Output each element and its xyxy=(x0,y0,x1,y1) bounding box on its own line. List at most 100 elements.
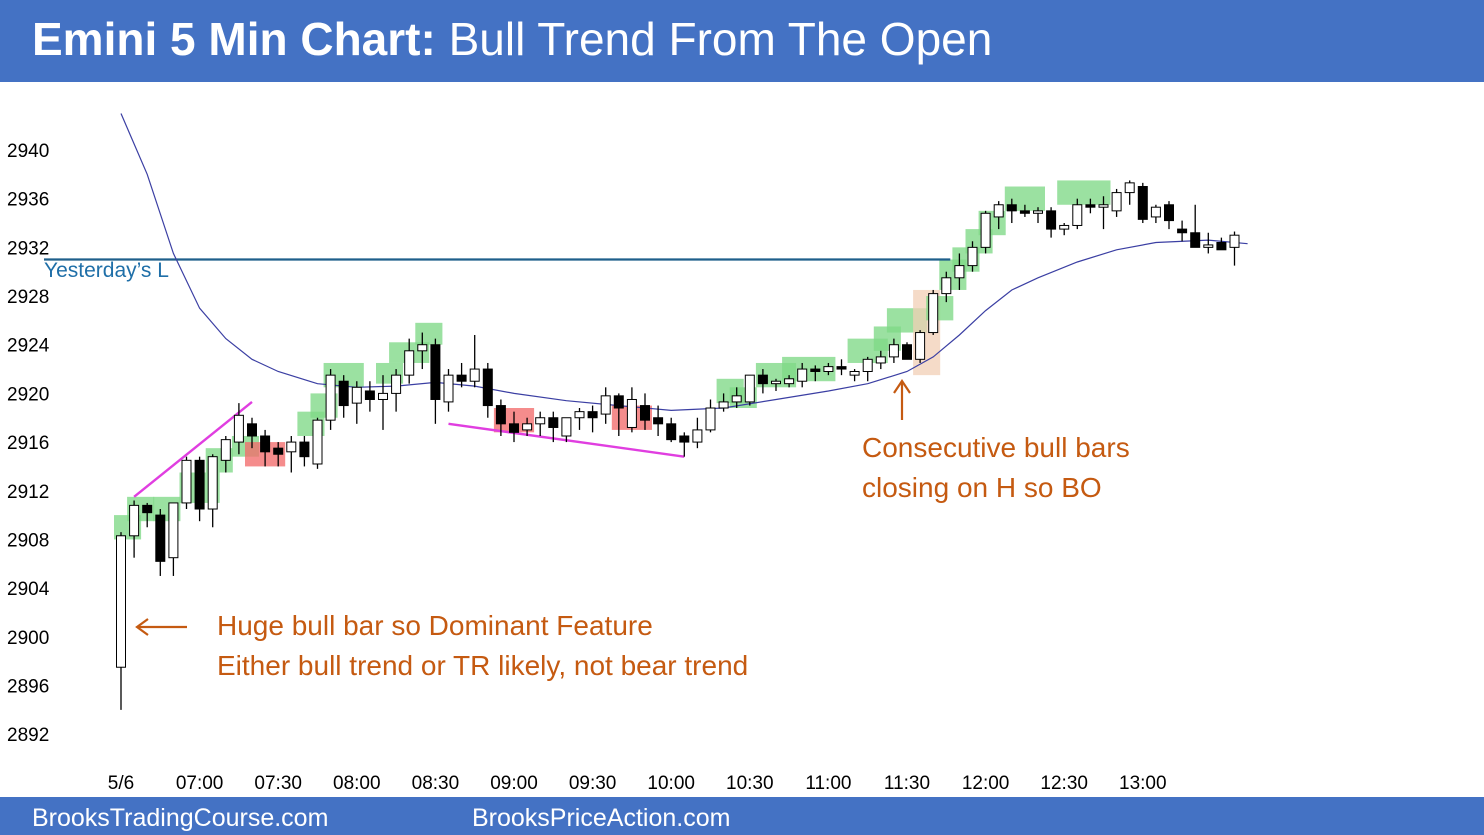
candle xyxy=(181,456,192,510)
bull-candle-body xyxy=(1229,234,1240,248)
candle xyxy=(273,442,284,467)
candle xyxy=(1124,180,1135,205)
candle xyxy=(731,387,742,409)
bull-candle-body xyxy=(1098,204,1109,208)
bull-candle-body xyxy=(1072,204,1083,226)
bull-candle-body xyxy=(233,414,244,443)
bull-candle-body xyxy=(574,411,585,419)
bear-candle-body xyxy=(260,435,271,453)
x-tick-label: 10:30 xyxy=(726,773,774,794)
bull-candle-body xyxy=(168,502,179,559)
bull-candle-body xyxy=(915,332,926,360)
candle xyxy=(509,411,519,443)
bull-candle-body xyxy=(391,374,402,394)
candle xyxy=(233,403,244,455)
bull-candle-body xyxy=(705,407,716,431)
annotation-consecutive-line1: Consecutive bull bars xyxy=(862,432,1130,463)
bull-candle-body xyxy=(718,401,729,409)
y-tick-label: 2904 xyxy=(7,579,50,600)
bear-candle-body xyxy=(666,423,677,441)
candle xyxy=(247,417,257,449)
candle xyxy=(1046,207,1057,238)
x-tick-label: 10:00 xyxy=(647,773,695,794)
bear-candle-body xyxy=(1137,186,1148,220)
candle xyxy=(378,375,388,430)
x-tick-label: 11:00 xyxy=(805,773,851,794)
candle xyxy=(718,393,729,412)
candle xyxy=(980,210,991,254)
bear-candle-body xyxy=(548,417,559,428)
candle xyxy=(535,411,546,436)
bull-candle-body xyxy=(1059,224,1070,230)
candle xyxy=(875,350,886,370)
highlight-box-bull xyxy=(415,322,443,345)
bull-candle-body xyxy=(116,535,126,668)
candle xyxy=(1019,204,1030,217)
bull-candle-body xyxy=(404,350,415,376)
up-arrow-head-icon xyxy=(893,379,911,394)
bull-candle-body xyxy=(862,358,873,372)
bull-candle-body xyxy=(1124,182,1135,194)
candle xyxy=(168,502,179,576)
bull-candle-body xyxy=(849,370,860,376)
bull-candle-body xyxy=(744,374,755,403)
bull-candle-body xyxy=(1150,206,1161,218)
x-tick-label: 13:00 xyxy=(1119,773,1167,794)
candle xyxy=(941,271,952,303)
footer-bar: BrooksTradingCourse.com BrooksPriceActio… xyxy=(0,797,1484,835)
candle xyxy=(561,417,572,443)
candle xyxy=(469,334,480,388)
bull-candle-body xyxy=(535,417,546,425)
candle xyxy=(220,435,231,473)
title-subtitle: Bull Trend From The Open xyxy=(448,13,993,65)
bear-candle-body xyxy=(1085,204,1096,208)
bull-candle-body xyxy=(207,456,218,510)
candle xyxy=(260,429,271,467)
bull-candle-body xyxy=(469,368,480,382)
candle xyxy=(417,332,428,370)
title-bar: Emini 5 Min Chart: Bull Trend From The O… xyxy=(0,0,1484,82)
candle xyxy=(587,405,598,433)
annotation-consecutive-line2: closing on H so BO xyxy=(862,472,1102,503)
candle xyxy=(391,369,402,412)
bear-candle-body xyxy=(1164,204,1174,222)
footer-link-trading-course[interactable]: BrooksTradingCourse.com xyxy=(32,804,329,832)
bull-candle-body xyxy=(286,441,297,453)
y-tick-label: 2940 xyxy=(7,141,49,162)
bull-candle-body xyxy=(561,417,572,437)
bear-candle-body xyxy=(247,423,257,437)
candle xyxy=(836,359,847,376)
bear-candle-body xyxy=(509,423,519,433)
bull-candle-body xyxy=(954,265,965,279)
title-bold: Emini 5 Min Chart: xyxy=(32,13,436,65)
bull-candle-body xyxy=(129,504,140,537)
bear-candle-body xyxy=(1216,241,1227,251)
candle xyxy=(1150,204,1161,224)
bull-candle-body xyxy=(823,366,834,372)
y-tick-label: 2932 xyxy=(7,238,49,259)
highlight-box-bull xyxy=(1057,180,1111,205)
candle xyxy=(993,201,1004,230)
bear-candle-body xyxy=(810,368,821,372)
candlestick-chart: 2892 2896 2900 2904 2908 2912 2916 2920 2924 2928… xyxy=(7,113,1248,794)
candle xyxy=(640,393,650,430)
candle xyxy=(155,509,166,576)
y-tick-label: 2892 xyxy=(7,725,49,746)
candle xyxy=(574,408,585,430)
footer-link-price-action[interactable]: BrooksPriceAction.com xyxy=(472,804,731,832)
bull-candle-body xyxy=(600,395,611,415)
bear-candle-body xyxy=(338,380,349,407)
ema-line xyxy=(120,113,1248,412)
candle xyxy=(1164,201,1174,230)
bull-candle-body xyxy=(1111,192,1122,212)
candle xyxy=(1059,223,1070,236)
y-axis: 2892 2896 2900 2904 2908 2912 2916 2920 2924 2928… xyxy=(7,141,50,746)
candle xyxy=(116,532,126,710)
bear-candle-body xyxy=(653,417,664,425)
y-tick-label: 2908 xyxy=(7,530,49,551)
candle xyxy=(1111,188,1122,217)
x-tick-label: 07:30 xyxy=(254,773,302,794)
bear-candle-body xyxy=(495,405,506,425)
bull-candle-body xyxy=(443,374,454,403)
x-tick-label: 12:30 xyxy=(1040,773,1088,794)
